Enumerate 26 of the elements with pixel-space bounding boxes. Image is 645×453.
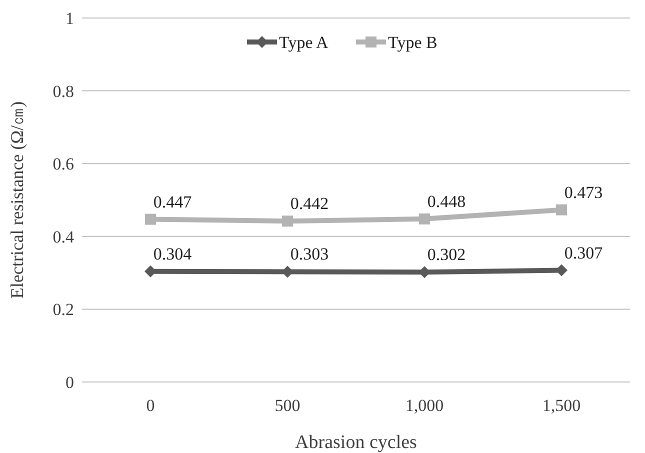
- x-tick-label: 0: [146, 396, 155, 415]
- data-label: 0.473: [564, 182, 603, 202]
- data-label: 0.447: [153, 192, 192, 212]
- data-label: 0.307: [564, 243, 604, 262]
- legend-label: Type B: [388, 33, 438, 52]
- y-tick-label: 0.8: [52, 82, 74, 101]
- x-axis-title: Abrasion cycles: [295, 432, 417, 453]
- x-tick-label: 1,500: [542, 396, 581, 415]
- data-label: 0.304: [153, 244, 192, 264]
- point: [282, 216, 293, 227]
- y-tick-label: 1: [66, 9, 74, 28]
- point: [145, 214, 156, 225]
- y-tick-label: 0.6: [52, 154, 74, 174]
- y-axis-title: Electrical resistance (Ω/㎝): [7, 101, 27, 299]
- y-tick-label: 0.2: [52, 300, 74, 320]
- point: [419, 213, 430, 224]
- x-tick-label: 500: [274, 396, 300, 415]
- point: [556, 204, 567, 216]
- y-tick-label: 0: [66, 373, 74, 392]
- y-tick-label: 0.4: [52, 227, 74, 246]
- data-label: 0.302: [427, 245, 466, 264]
- data-label: 0.448: [427, 192, 466, 211]
- x-tick-label: 1,000: [405, 396, 444, 415]
- data-label: 0.442: [290, 194, 329, 214]
- legend-label: Type A: [279, 33, 330, 52]
- data-label: 0.303: [290, 244, 329, 264]
